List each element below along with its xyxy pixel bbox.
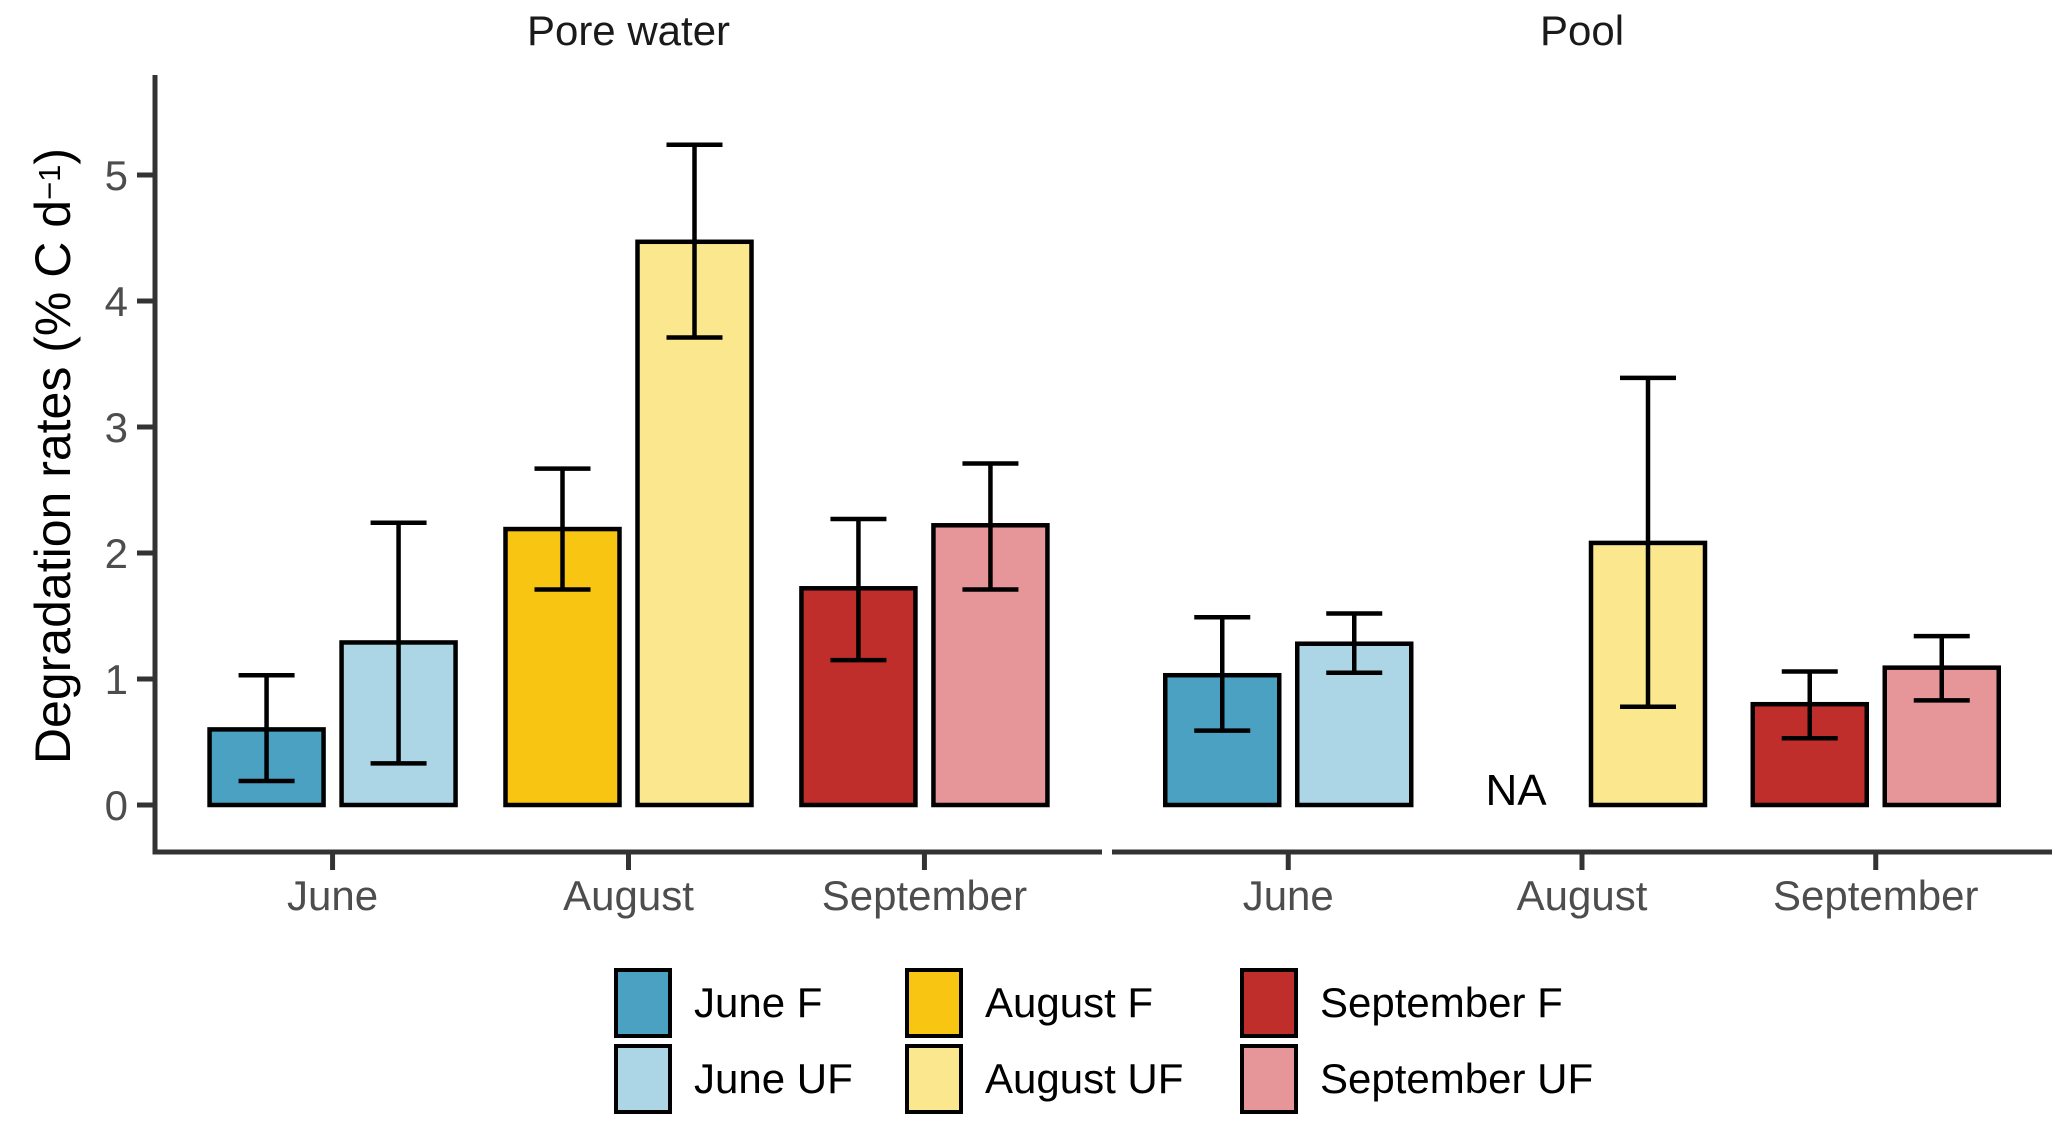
x-label-pool-august: August [1517,872,1648,919]
legend-key-june-f [614,968,672,1038]
panel-title-pore-water: Pore water [526,7,731,54]
legend-key-september-uf [1240,1044,1298,1114]
panel-title-pool: Pool [1539,7,1625,54]
y-tick-label-3: 3 [105,404,128,451]
y-tick-label-2: 2 [105,530,128,577]
legend-key-august-f [905,968,963,1038]
legend-label-september-f: September F [1320,979,1563,1026]
y-axis-title-text: Degradation rates (% C d [25,199,81,765]
y-tick-label-5: 5 [105,152,128,199]
y-axis-title: Degradation rates (% C d−1) [24,6,81,906]
na-label-pool-august-f: NA [1485,766,1547,815]
y-axis-title-close-paren: ) [25,147,81,165]
x-label-pore-water-june: June [287,872,378,919]
legend-label-june-f: June F [694,979,823,1026]
legend-key-june-uf [614,1044,672,1114]
x-label-pool-september: September [1773,872,1978,919]
x-label-pore-water-august: August [563,872,694,919]
y-tick-label-1: 1 [105,656,128,703]
x-label-pool-june: June [1243,872,1334,919]
legend-label-august-f: August F [985,979,1154,1026]
legend-key-september-f [1240,968,1298,1038]
x-label-pore-water-september: September [822,872,1027,919]
bar-pool-june-uf [1295,641,1414,808]
legend-label-september-uf: September UF [1320,1055,1594,1102]
legend-label-august-uf: August UF [985,1055,1184,1102]
y-axis-title-superscript: −1 [31,164,67,200]
y-tick-label-0: 0 [105,782,128,829]
legend-key-august-uf [905,1044,963,1114]
legend-label-june-uf: June UF [694,1055,853,1102]
y-tick-label-4: 4 [105,278,128,325]
